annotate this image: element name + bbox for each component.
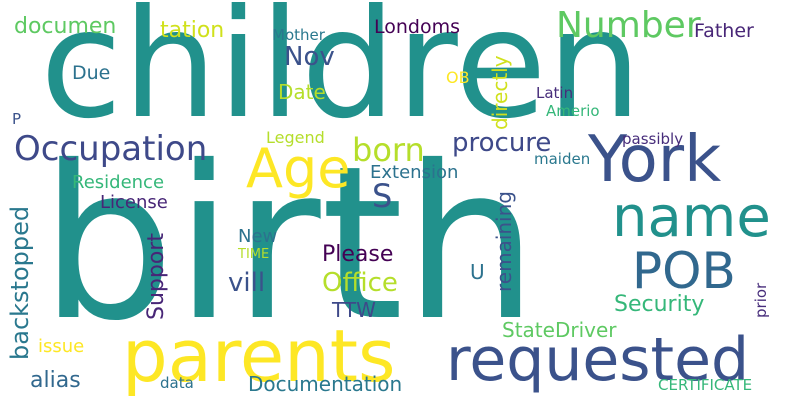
word-pob: POB <box>632 242 736 300</box>
word-extension: Extension <box>370 162 459 183</box>
word-occupation: Occupation <box>14 129 208 169</box>
word-certificate: CERTIFICATE <box>658 376 753 394</box>
word-due: Due <box>72 62 111 84</box>
word-latin: Latin <box>536 84 574 102</box>
word-license: License <box>100 192 168 213</box>
word-s: S <box>372 177 393 215</box>
word-legend: Legend <box>266 128 325 147</box>
word-remaining: remaining <box>492 191 516 292</box>
word-procure: procure <box>452 128 552 158</box>
word-parents: parents <box>122 314 396 398</box>
word-backstopped: backstopped <box>6 205 34 360</box>
word-father: Father <box>694 20 754 42</box>
word-data: data <box>160 374 194 392</box>
word-birth: birth <box>40 120 539 367</box>
word-documen: documen <box>14 14 117 39</box>
word-time: TIME <box>238 247 270 262</box>
word-amerio: Amerio <box>546 102 600 120</box>
word-security: Security <box>614 292 705 317</box>
word-vill: vill <box>228 268 266 298</box>
word-mother: Mother <box>272 26 325 44</box>
word-issue: issue <box>38 336 85 357</box>
word-ob: OB <box>446 68 470 87</box>
word-nov: Nov <box>284 42 335 72</box>
word-age: Age <box>246 137 351 200</box>
word-passibly: passibly <box>622 130 684 148</box>
word-ttw: TTW <box>332 298 376 322</box>
word-tation: tation <box>160 18 225 43</box>
word-directly: directly <box>488 55 512 130</box>
word-alias: alias <box>30 368 81 393</box>
word-statedriver: StateDriver <box>502 318 617 342</box>
word-date: Date <box>278 80 326 104</box>
word-new: New <box>238 226 278 247</box>
word-name: name <box>612 185 771 250</box>
word-children: children <box>40 0 642 152</box>
word-support: Support <box>144 233 169 320</box>
word-p: P <box>12 110 22 128</box>
word-maiden: maiden <box>534 150 591 168</box>
word-documentation: Documentation <box>248 372 403 396</box>
word-york: York <box>588 123 722 197</box>
word-office: Office <box>322 268 398 298</box>
word-u: U <box>470 260 485 284</box>
word-prior: prior <box>752 282 770 318</box>
word-requested: requested <box>446 325 750 395</box>
word-londoms: Londoms <box>374 16 461 38</box>
word-please: Please <box>322 242 394 267</box>
word-number: Number <box>556 5 701 46</box>
word-born: born <box>352 131 425 169</box>
word-residence: Residence <box>72 172 165 193</box>
